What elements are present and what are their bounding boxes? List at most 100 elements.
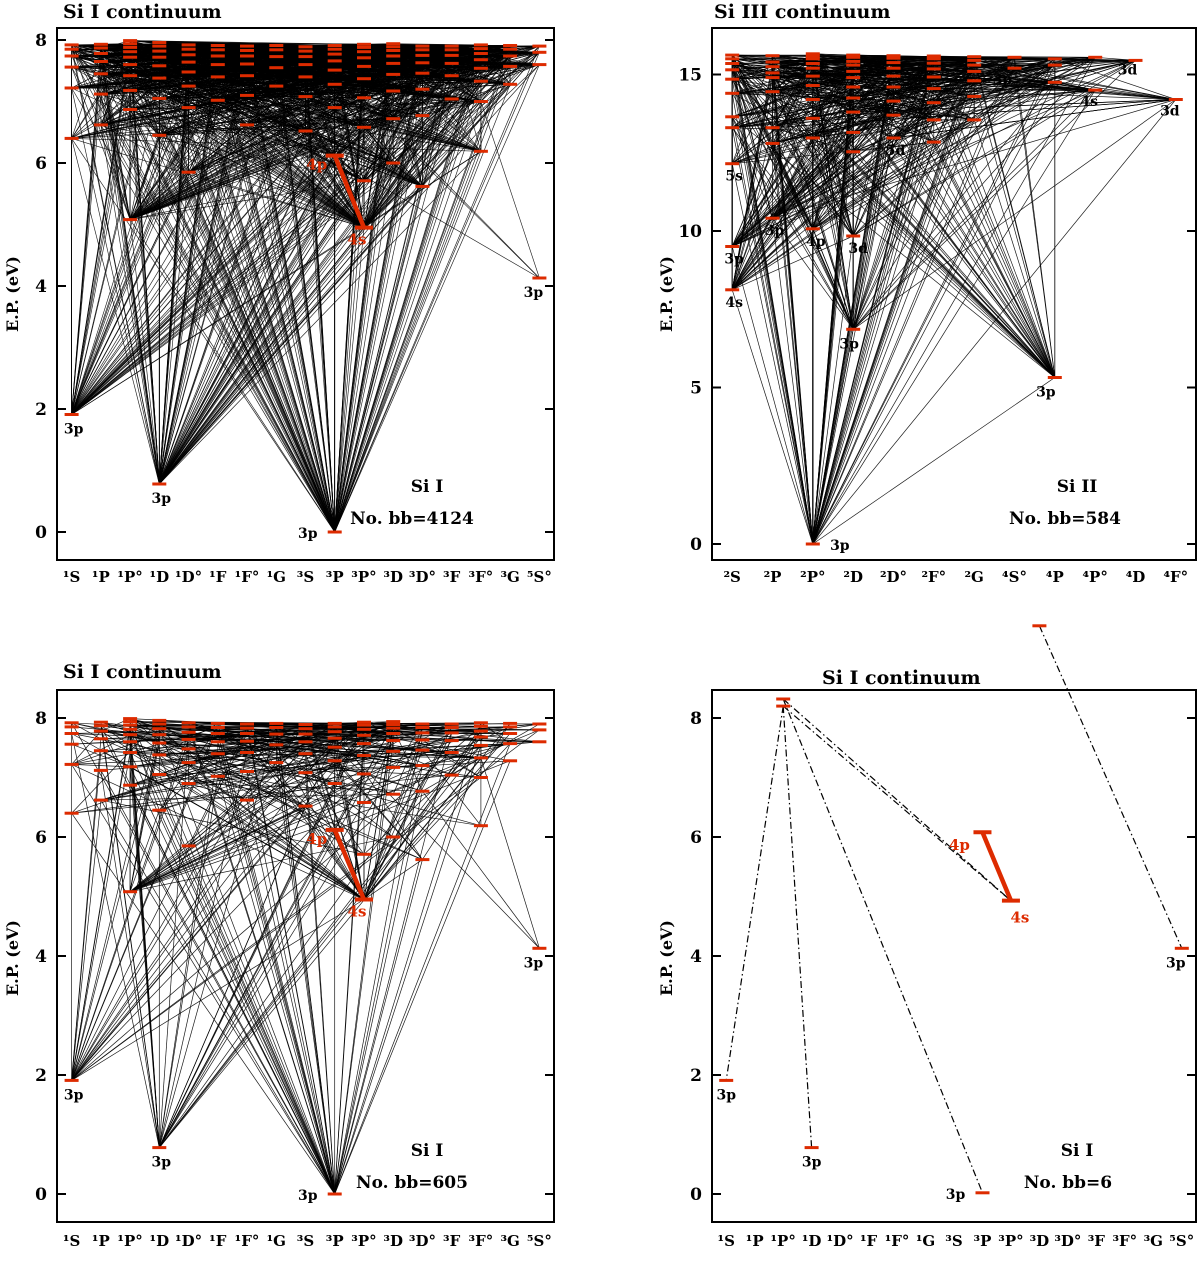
highlight-label: 4p [306, 156, 327, 174]
x-category-label: ¹F° [885, 1232, 910, 1250]
x-category-label: ¹P° [770, 1232, 795, 1250]
highlight-line [332, 828, 367, 901]
level-label: 4p [806, 234, 826, 250]
level-label: 3p [1036, 384, 1056, 400]
x-category-label: ¹P [92, 1232, 110, 1250]
y-tick-label: 6 [690, 828, 702, 848]
y-tick-label: 0 [35, 1185, 47, 1205]
x-category-label: ¹D° [175, 1232, 202, 1250]
level-label: 4s [1080, 94, 1098, 110]
panel-title: Si I continuum [63, 1, 222, 23]
x-category-label: ³F [443, 568, 461, 586]
x-category-label: ⁵S° [527, 568, 552, 586]
level-label: 3p [524, 955, 544, 971]
panel-si1-reduced: 4p 4s 0 2 4 6 8 ¹S ¹P ¹P° ¹D ¹D° ¹F ¹F° ¹G ³S ³P ³P° ³D ³D°… [3, 661, 555, 1250]
x-category-label: ¹S [718, 1232, 735, 1250]
level-label: 3p [802, 1155, 822, 1171]
x-category-label: ¹D [150, 1232, 170, 1250]
x-category-label: ³P [326, 568, 344, 586]
x-category-label: ¹G [267, 1232, 286, 1250]
panel-title: Si I continuum [822, 667, 981, 689]
axes-frame [56, 27, 555, 561]
y-tick-label: 6 [35, 828, 47, 848]
highlight-label: 4s [348, 902, 367, 920]
axes-frame [711, 689, 1197, 1223]
highlight-label: 4p [306, 830, 327, 848]
x-category-label: ¹F° [235, 1232, 260, 1250]
level-label: 4s [725, 295, 743, 311]
y-tick-label: 0 [690, 535, 702, 555]
y-axis-label: E.P. (eV) [657, 920, 676, 996]
x-category-label: ²S [723, 568, 740, 586]
x-category-label: ⁵S° [1169, 1232, 1194, 1250]
x-category-label: ³P° [998, 1232, 1023, 1250]
y-tick-label: 4 [35, 277, 47, 297]
x-category-label: ³S [945, 1232, 962, 1250]
x-category-label: ³P [326, 1232, 344, 1250]
level-label: 3p [64, 1087, 84, 1103]
x-category-label: ¹D [802, 1232, 822, 1250]
ion-label: Si II [1057, 477, 1098, 497]
highlight-line [332, 154, 367, 229]
x-category-label: ⁴S° [1002, 568, 1027, 586]
transition-lines [71, 718, 540, 1195]
highlighted-transition [325, 827, 373, 902]
x-category-label: ¹G [267, 568, 286, 586]
highlight-label: 4p [949, 836, 970, 854]
x-category-label: ³S [297, 1232, 314, 1250]
x-category-label: ³D [1030, 1232, 1050, 1250]
x-category-label: ¹G [916, 1232, 935, 1250]
x-category-label: ¹P° [117, 568, 142, 586]
level-label: 3d [1118, 62, 1138, 78]
bb-count-label: No. bb=584 [1009, 509, 1121, 529]
y-tick-label: 2 [35, 400, 47, 420]
y-tick-label: 0 [690, 1185, 702, 1205]
bb-count-label: No. bb=6 [1024, 1173, 1112, 1193]
level-label: 3p [946, 1187, 966, 1203]
y-tick-label: 6 [35, 154, 47, 174]
x-category-label: ³G [500, 568, 519, 586]
level-label: 3p [1166, 955, 1186, 971]
x-category-label: ¹S [63, 1232, 80, 1250]
y-tick-label: 8 [35, 709, 47, 729]
panel-title: Si I continuum [63, 661, 222, 683]
y-tick-label: 8 [35, 31, 47, 51]
x-category-label: ³F° [469, 568, 494, 586]
highlighted-transition [325, 153, 373, 230]
level-label: 3p [716, 1087, 736, 1103]
ion-label: Si I [411, 477, 444, 497]
level-label: 3p [298, 1188, 318, 1204]
x-category-label: ³D [383, 1232, 403, 1250]
level-label: 3p [298, 526, 318, 542]
x-category-label: ³D° [1054, 1232, 1081, 1250]
y-tick-label: 8 [690, 709, 702, 729]
x-category-label: ⁴F° [1163, 568, 1188, 586]
x-category-label: ³F [1088, 1232, 1106, 1250]
x-category-label: ¹D [150, 568, 170, 586]
x-category-label: ³P° [351, 568, 376, 586]
level-label: 3p [830, 538, 850, 554]
y-tick-label: 2 [690, 1066, 702, 1086]
x-category-label: ¹F [209, 1232, 227, 1250]
level-label: 5d [886, 143, 906, 159]
y-axis-label: E.P. (eV) [3, 920, 22, 996]
x-category-label: ²P [764, 568, 782, 586]
panel-si2-full: 0 5 10 15 ²S ²P ²P° ²D ²D° ²F° ²G ⁴S° ⁴P ⁴P° ⁴D ⁴F° 3p 3p… [657, 1, 1197, 586]
y-axis-label: E.P. (eV) [3, 256, 22, 332]
x-category-label: ¹S [63, 568, 80, 586]
energy-levels [725, 52, 1183, 546]
x-category-label: ¹F° [235, 568, 260, 586]
transition-lines [725, 625, 1183, 1194]
energy-levels [64, 39, 547, 534]
x-category-label: ³D° [409, 568, 436, 586]
level-label: 3d [848, 241, 868, 257]
energy-levels [64, 717, 547, 1196]
x-category-label: ³P [974, 1232, 992, 1250]
transition-lines [731, 53, 1177, 545]
x-category-label: ²P° [800, 568, 825, 586]
y-tick-label: 4 [35, 947, 47, 967]
panel-title: Si III continuum [714, 1, 890, 23]
level-label: 3p [152, 491, 172, 507]
